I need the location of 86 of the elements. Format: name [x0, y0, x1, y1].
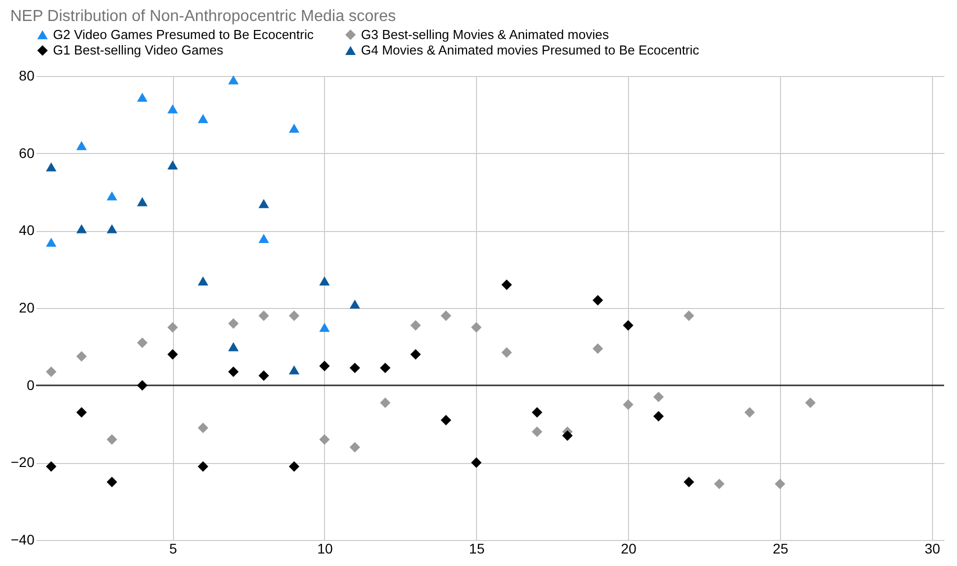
- point: [46, 162, 56, 172]
- point: [440, 310, 452, 321]
- point: [319, 276, 330, 286]
- point: [410, 320, 421, 331]
- point: [106, 224, 118, 234]
- point: [76, 224, 87, 234]
- point: [410, 349, 421, 360]
- point: [350, 442, 360, 452]
- legend-label: G4 Movies & Animated movies Presumed to Be Ecocentric: [361, 42, 700, 58]
- point: [440, 414, 452, 426]
- chart-title: NEP Distribution of Non-Anthropocentric Media scores: [10, 8, 396, 25]
- point: [198, 276, 208, 286]
- x-tick-label: 25: [772, 540, 789, 556]
- x-tick-label: 15: [469, 540, 485, 556]
- point: [562, 430, 573, 441]
- point: [106, 434, 118, 445]
- point: [288, 124, 300, 133]
- y-tick-label: −20: [10, 454, 35, 470]
- point: [137, 92, 148, 102]
- point: [46, 238, 56, 247]
- point: [653, 411, 664, 422]
- point: [319, 322, 330, 332]
- point: [258, 199, 270, 208]
- point: [46, 366, 56, 378]
- point: [167, 349, 178, 360]
- point: [137, 380, 148, 391]
- y-tick-label: 80: [18, 68, 35, 84]
- point: [744, 407, 755, 418]
- point: [684, 476, 694, 488]
- legend-label: G1 Best-selling Video Games: [53, 42, 224, 58]
- x-tick-label: 5: [169, 540, 178, 556]
- point: [228, 318, 239, 329]
- point: [471, 322, 482, 333]
- point: [106, 476, 118, 488]
- point: [532, 407, 542, 418]
- point: [380, 362, 390, 374]
- point: [288, 365, 300, 374]
- point: [167, 160, 178, 170]
- point: [198, 114, 208, 124]
- x-tick-label: 20: [620, 540, 637, 556]
- point: [501, 347, 512, 358]
- point: [106, 191, 118, 200]
- point: [774, 478, 786, 490]
- point: [592, 295, 604, 306]
- point: [258, 370, 270, 381]
- point: [319, 360, 330, 372]
- y-tick-label: −40: [10, 532, 35, 548]
- legend-label: G2 Video Games Presumed to Be Ecocentric: [53, 26, 314, 42]
- point: [592, 343, 604, 354]
- y-tick-label: 60: [18, 144, 35, 161]
- y-tick-label: 20: [18, 300, 35, 316]
- legend-label: G3 Best-selling Movies & Animated movies: [361, 26, 610, 42]
- y-tick-label: 0: [26, 376, 35, 393]
- point: [350, 362, 360, 374]
- point: [228, 342, 239, 352]
- x-tick-label: 10: [317, 540, 333, 556]
- point: [198, 422, 208, 434]
- point: [653, 392, 664, 402]
- point: [258, 310, 270, 321]
- point: [76, 141, 87, 150]
- point: [288, 310, 300, 321]
- point: [471, 457, 482, 468]
- point: [622, 399, 634, 410]
- point: [76, 407, 87, 418]
- point: [532, 426, 542, 437]
- point: [198, 461, 208, 472]
- point: [319, 434, 330, 445]
- point: [258, 234, 270, 243]
- point: [76, 351, 87, 362]
- point: [228, 75, 239, 84]
- point: [714, 478, 725, 490]
- point: [167, 322, 178, 333]
- point: [167, 104, 178, 114]
- point: [228, 366, 239, 378]
- point: [622, 320, 634, 331]
- point: [684, 310, 694, 321]
- point: [288, 461, 300, 472]
- point: [380, 397, 390, 408]
- point: [501, 280, 512, 290]
- point: [137, 338, 148, 348]
- x-tick-label: 30: [924, 540, 940, 556]
- point: [46, 461, 56, 472]
- y-tick-label: 40: [18, 222, 35, 238]
- point: [137, 197, 148, 206]
- point: [350, 300, 360, 309]
- point: [805, 397, 816, 408]
